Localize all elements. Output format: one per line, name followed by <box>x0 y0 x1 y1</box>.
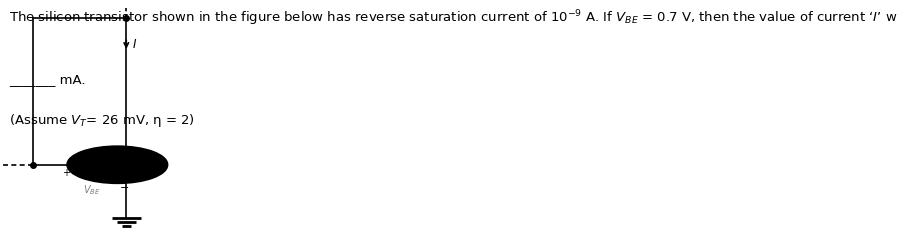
Text: $V_{BE}$: $V_{BE}$ <box>83 184 101 198</box>
Text: The silicon transistor shown in the figure below has reverse saturation current : The silicon transistor shown in the figu… <box>9 9 898 28</box>
Text: _______ mA.: _______ mA. <box>9 73 86 87</box>
Circle shape <box>67 147 167 183</box>
Text: −: − <box>119 183 129 193</box>
Text: $\mathit{I}$: $\mathit{I}$ <box>132 38 136 51</box>
Text: (Assume $V_T$= 26 mV, η = 2): (Assume $V_T$= 26 mV, η = 2) <box>9 112 195 129</box>
Text: +: + <box>62 168 70 178</box>
